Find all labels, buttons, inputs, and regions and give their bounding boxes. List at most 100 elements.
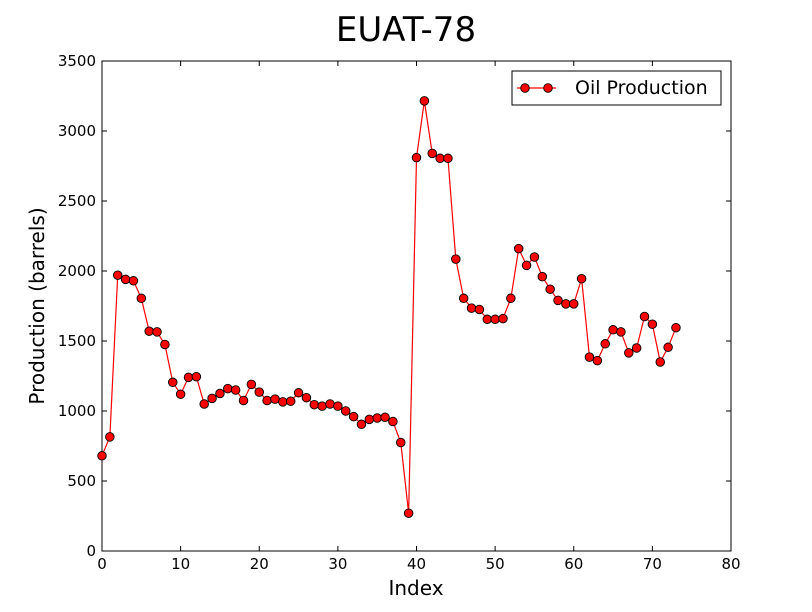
data-point <box>435 153 445 164</box>
data-point <box>152 327 162 337</box>
data-point <box>136 293 147 304</box>
plot-frame <box>101 60 732 552</box>
data-point <box>333 401 343 411</box>
x-tick-label: 30 <box>328 555 347 573</box>
data-point <box>348 411 359 422</box>
data-point <box>490 314 500 325</box>
data-point <box>671 322 681 333</box>
y-tick-label: 3000 <box>58 122 96 140</box>
chart-title: EUAT-78 <box>336 10 476 50</box>
y-tick-label: 1000 <box>58 402 96 420</box>
data-point <box>396 437 406 448</box>
y-tick-label: 500 <box>67 472 96 490</box>
data-point <box>254 387 264 397</box>
data-point <box>474 304 485 315</box>
data-point <box>168 377 178 388</box>
data-point <box>317 401 327 411</box>
data-point <box>655 357 665 367</box>
data-point <box>553 295 563 306</box>
data-point <box>592 355 603 366</box>
data-point <box>529 252 540 262</box>
x-axis-label: Index <box>388 576 443 600</box>
data-point <box>246 379 257 390</box>
data-point <box>388 416 398 427</box>
data-point <box>97 451 107 461</box>
data-point <box>616 327 626 337</box>
data-point <box>120 274 131 285</box>
data-point <box>647 319 658 329</box>
data-point <box>372 413 382 423</box>
x-tick-label: 20 <box>250 555 269 573</box>
data-point <box>427 148 437 159</box>
data-point <box>458 293 469 304</box>
x-tick-label: 10 <box>171 555 190 573</box>
data-point <box>270 394 280 404</box>
data-point <box>411 152 422 163</box>
legend-marker <box>543 83 553 93</box>
x-tick-label: 40 <box>407 555 426 573</box>
data-point <box>521 260 532 271</box>
data-point <box>380 412 390 423</box>
data-point <box>631 343 642 353</box>
data-point <box>223 383 233 394</box>
data-point <box>663 342 673 353</box>
legend: Oil Production <box>511 70 722 106</box>
data-point <box>183 372 194 383</box>
data-point <box>466 303 477 313</box>
data-point <box>639 311 650 322</box>
data-point <box>506 293 516 304</box>
data-point <box>498 313 508 324</box>
data-point <box>112 270 123 280</box>
data-point <box>356 419 367 430</box>
data-point <box>443 153 453 164</box>
x-axis-ticks: 0 10 20 30 40 50 60 70 80 <box>97 61 741 573</box>
x-tick-label: 80 <box>721 555 740 573</box>
data-point <box>545 284 555 294</box>
y-axis-label: Production (barrels) <box>25 207 49 404</box>
data-point <box>419 96 430 106</box>
data-point <box>513 243 524 254</box>
data-point <box>561 299 571 309</box>
data-point <box>600 339 610 349</box>
data-point <box>293 388 304 398</box>
x-tick-label: 60 <box>564 555 583 573</box>
x-tick-label: 0 <box>97 555 107 573</box>
data-point <box>262 395 272 406</box>
data-point <box>340 406 351 416</box>
y-tick-label: 1500 <box>58 332 96 350</box>
data-point <box>175 389 186 399</box>
legend-marker <box>520 83 530 93</box>
y-tick-label: 2500 <box>58 192 96 210</box>
y-axis-ticks: 0 500 1000 1500 2000 2500 3000 3500 <box>58 52 731 560</box>
data-point <box>537 271 548 282</box>
y-tick-label: 2000 <box>58 262 96 280</box>
data-point <box>278 397 288 407</box>
legend-label: Oil Production <box>575 77 708 99</box>
data-point <box>584 352 595 362</box>
data-point <box>301 392 312 403</box>
data-point <box>403 508 414 518</box>
x-tick-label: 70 <box>643 555 662 573</box>
data-point <box>160 339 170 350</box>
data-point <box>285 396 296 406</box>
data-point <box>238 395 249 406</box>
data-point <box>325 399 335 409</box>
data-point <box>309 399 320 410</box>
x-tick-label: 50 <box>486 555 505 573</box>
data-point <box>608 325 618 335</box>
data-point <box>569 299 579 309</box>
data-point <box>482 314 493 325</box>
data-point <box>451 254 461 264</box>
data-point <box>191 371 202 382</box>
data-point <box>215 388 225 399</box>
data-point <box>199 399 209 409</box>
y-tick-label: 3500 <box>58 52 96 70</box>
data-point <box>364 414 375 425</box>
data-point <box>230 385 241 395</box>
data-point <box>576 273 587 284</box>
data-point <box>128 276 139 286</box>
data-point <box>624 348 634 358</box>
data-point <box>105 432 115 442</box>
data-point <box>144 326 154 336</box>
